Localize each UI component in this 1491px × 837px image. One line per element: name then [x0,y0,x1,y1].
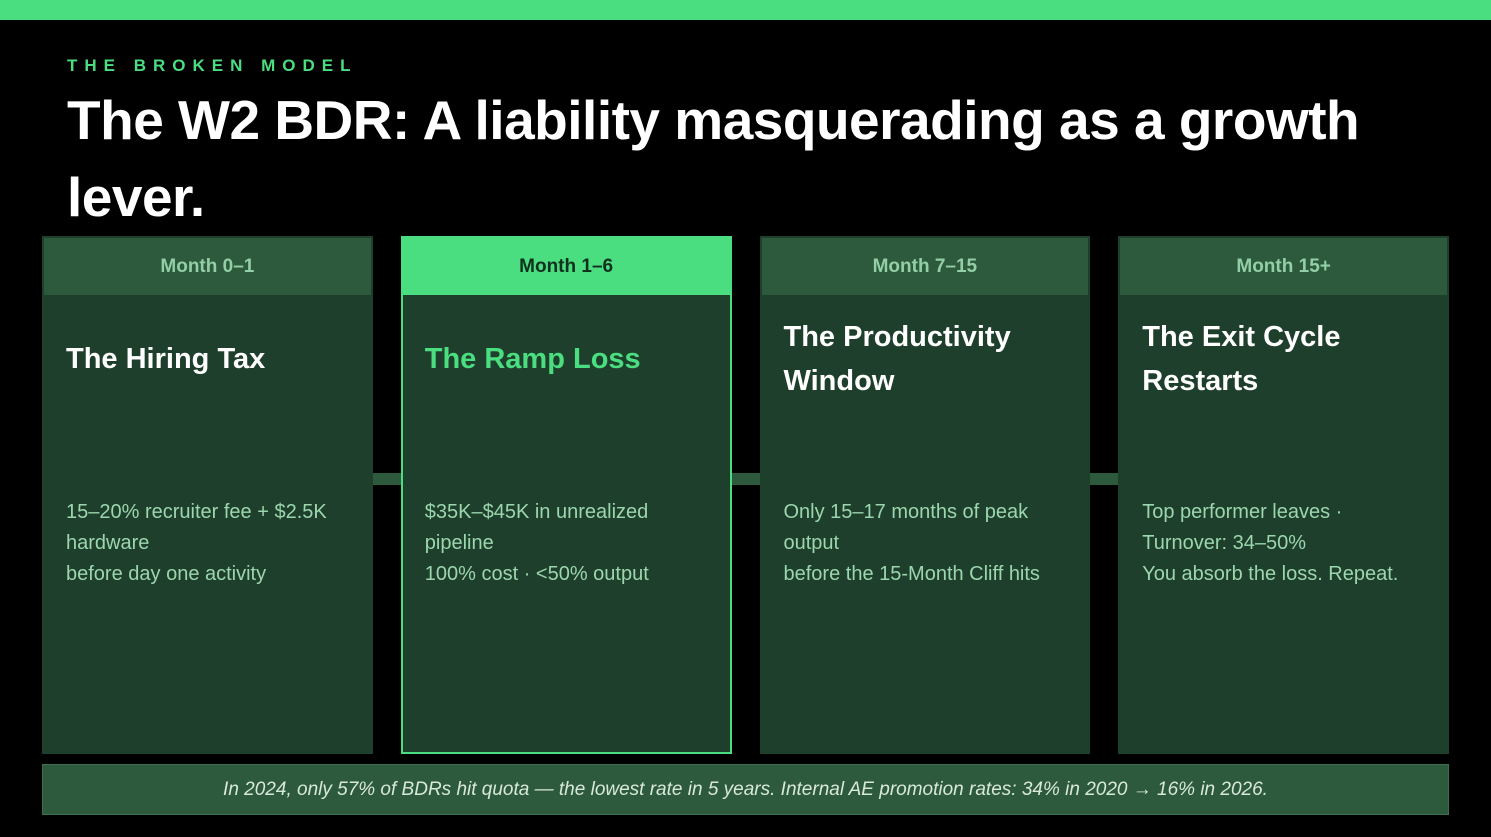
card-body: Top performer leaves · Turnover: 34–50% Yo… [1142,497,1398,590]
stage-card: Month 1–6 The Ramp Loss $35K–$45K in unr… [400,236,732,754]
connector-line [42,473,1449,485]
card-body-line: You absorb the loss. Repeat. [1142,562,1399,585]
card-body: $35K–$45K in unrealized pipeline 100% cos… [425,497,708,590]
card-title: The Ramp Loss [424,343,641,375]
card-content: The Exit Cycle Restarts Top performer le… [1120,295,1447,752]
card-title-wrap: The Ramp Loss [425,295,708,423]
card-body-line: Turnover: 34–50% [1142,531,1307,554]
card-body-wrap: Only 15–17 months of peak output before t… [784,423,1067,663]
stage-card: Month 0–1 The Hiring Tax 15–20% recruite… [42,236,373,754]
card-month-header: Month 15+ [1120,238,1447,295]
card-body-line: Only 15–17 months of peak output [783,500,1029,554]
card-body-line: before the 15-Month Cliff hits [783,562,1040,585]
card-body-wrap: $35K–$45K in unrealized pipeline 100% cos… [425,423,708,663]
card-body-line: before day one activity [66,562,267,585]
stage-card: Month 15+ The Exit Cycle Restarts Top pe… [1118,236,1449,754]
card-content: The Productivity Window Only 15–17 month… [762,295,1089,752]
card-body-line: 15–20% recruiter fee + $2.5K hardware [66,500,327,554]
header: THE BROKEN MODEL The W2 BDR: A liability… [67,56,1424,236]
card-title: The Hiring Tax [66,343,266,375]
card-month-label: Month 1–6 [519,255,614,277]
card-title-wrap: The Hiring Tax [66,295,349,423]
card-month-header: Month 7–15 [761,238,1089,295]
card-title: The Productivity Window [783,321,1011,397]
accent-bar [0,0,1491,20]
card-title: The Exit Cycle Restarts [1142,321,1341,397]
card-body-line: 100% cost · <50% output [424,562,649,585]
card-body: 15–20% recruiter fee + $2.5K hardware bef… [66,497,349,590]
card-body-wrap: 15–20% recruiter fee + $2.5K hardware bef… [66,423,349,663]
card-body-line: Top performer leaves · [1142,500,1343,523]
card-body-wrap: Top performer leaves · Turnover: 34–50% Yo… [1142,423,1425,663]
card-body: Only 15–17 months of peak output before t… [784,497,1067,590]
card-title-wrap: The Productivity Window [784,295,1067,423]
card-title-wrap: The Exit Cycle Restarts [1142,295,1425,423]
card-month-label: Month 7–15 [872,255,978,277]
footer-note: In 2024, only 57% of BDRs hit quota — th… [223,778,1268,800]
card-month-label: Month 0–1 [160,255,255,277]
card-content: The Hiring Tax 15–20% recruiter fee + $2… [44,295,371,752]
card-body-line: $35K–$45K in unrealized pipeline [424,500,649,554]
page-title: The W2 BDR: A liability masquerading as … [67,89,1360,228]
stage-card: Month 7–15 The Productivity Window Only … [759,236,1091,754]
eyebrow-label: THE BROKEN MODEL [67,56,358,75]
card-month-header: Month 1–6 [402,238,730,295]
card-content: The Ramp Loss $35K–$45K in unrealized pi… [403,295,730,752]
cards-row: Month 0–1 The Hiring Tax 15–20% recruite… [42,236,1449,754]
card-month-label: Month 15+ [1236,255,1331,277]
footer-note-bar: In 2024, only 57% of BDRs hit quota — th… [42,764,1449,815]
card-month-header: Month 0–1 [44,238,371,295]
